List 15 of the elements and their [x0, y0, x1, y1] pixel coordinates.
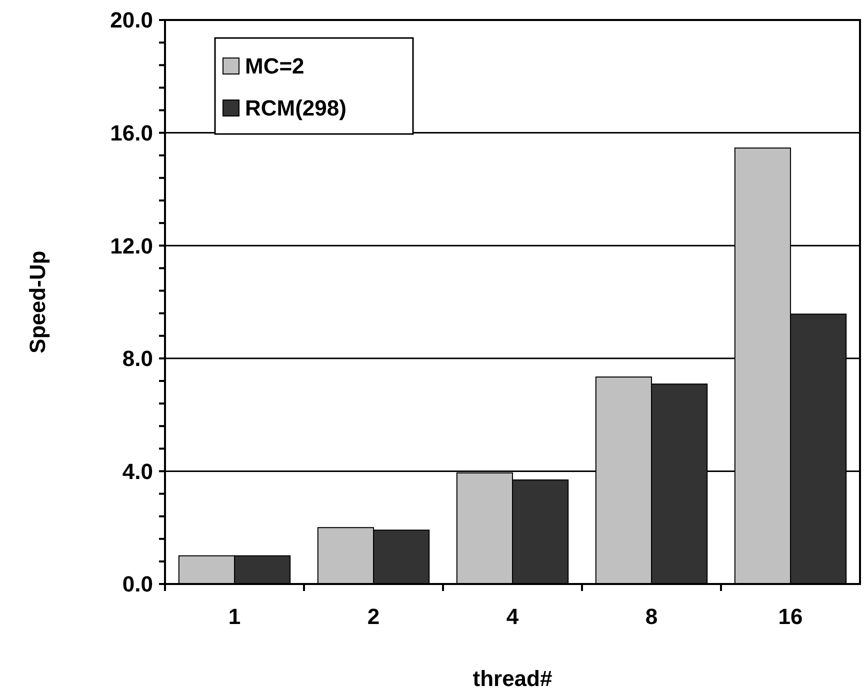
y-tick-label: 12.0 [110, 233, 153, 258]
legend-label: RCM(298) [245, 96, 346, 121]
legend-label: MC=2 [245, 54, 304, 79]
y-tick-label: 0.0 [122, 572, 153, 597]
x-tick-label: 16 [778, 604, 803, 629]
y-tick-label: 16.0 [110, 120, 153, 146]
y-tick-label: 8.0 [122, 346, 153, 372]
x-tick-label: 1 [228, 604, 241, 629]
x-tick-label: 4 [506, 604, 520, 629]
y-axis-title: Speed-Up [25, 250, 50, 354]
x-tick-label: 8 [645, 604, 658, 629]
x-tick-label: 2 [367, 604, 380, 629]
y-tick-label: 4.0 [122, 458, 153, 484]
x-axis-title: thread# [472, 666, 552, 691]
y-tick-label: 20.0 [110, 8, 153, 33]
